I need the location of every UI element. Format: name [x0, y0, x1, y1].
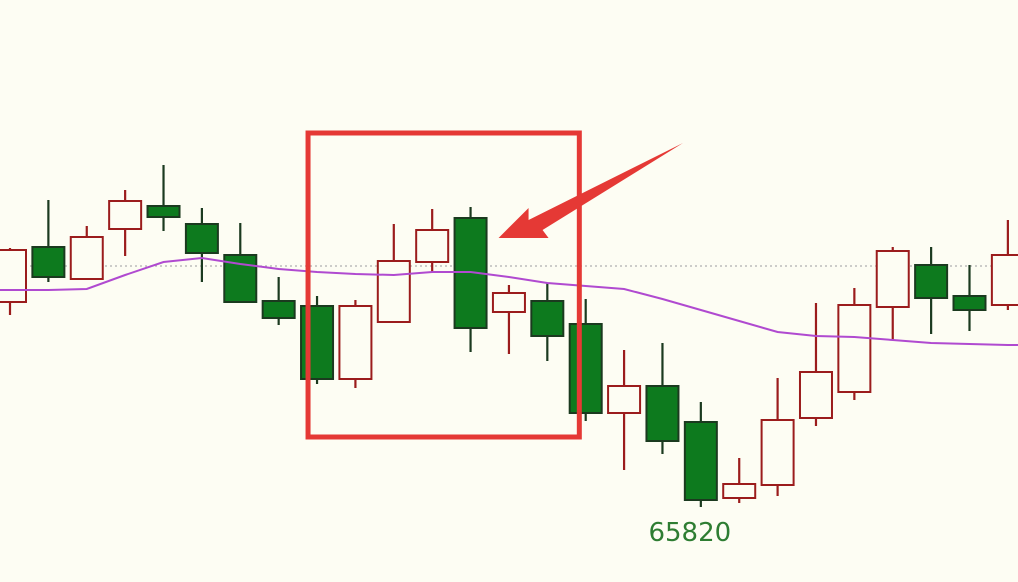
- candle-up: [607, 350, 642, 470]
- candle-up: [760, 378, 795, 496]
- candle-down: [261, 277, 296, 325]
- candle-body: [108, 200, 143, 230]
- low-price-label: 65820: [648, 518, 731, 548]
- candle-up: [875, 247, 910, 340]
- candle-down: [31, 200, 66, 282]
- candle-up: [338, 300, 373, 388]
- candle-body: [760, 419, 795, 486]
- candle-body: [875, 250, 910, 308]
- candle-body: [338, 305, 373, 380]
- candle-body: [31, 246, 66, 278]
- candle-body: [530, 300, 565, 337]
- candle-body: [683, 421, 718, 501]
- highlight-box: [305, 130, 582, 440]
- candle-down: [645, 343, 680, 454]
- candle-down: [146, 165, 181, 231]
- candle-body: [261, 300, 296, 319]
- candle-down: [952, 265, 987, 331]
- candle-body: [376, 260, 411, 323]
- candle-body: [69, 236, 104, 280]
- candle-down: [683, 402, 718, 507]
- candle-up: [108, 190, 143, 256]
- candle-body: [0, 249, 27, 303]
- moving-average-line: [0, 256, 1018, 346]
- candle-up: [0, 248, 27, 315]
- candle-body: [837, 304, 872, 393]
- candle-down: [184, 208, 219, 282]
- candle-body: [415, 229, 450, 263]
- candle-up: [69, 226, 104, 280]
- candle-body: [568, 323, 603, 414]
- candle-up: [722, 458, 757, 503]
- candle-body: [491, 292, 526, 313]
- candle-body: [645, 385, 680, 442]
- candle-body: [146, 205, 181, 218]
- candle-body: [223, 254, 258, 303]
- candle-body: [798, 371, 833, 419]
- candle-body: [722, 483, 757, 499]
- candle-up: [990, 220, 1018, 310]
- candle-down: [914, 247, 949, 334]
- candles-group: [0, 165, 1018, 507]
- candle-down: [530, 283, 565, 361]
- candle-down: [223, 223, 258, 303]
- candle-body: [990, 254, 1018, 306]
- candle-up: [491, 285, 526, 354]
- candle-body: [952, 295, 987, 311]
- candle-up: [376, 224, 411, 323]
- candle-body: [607, 385, 642, 414]
- candle-body: [184, 223, 219, 254]
- candle-up: [415, 209, 450, 272]
- candle-up: [837, 288, 872, 400]
- red-arrow-annotation: [498, 143, 683, 238]
- candle-down: [568, 299, 603, 421]
- candle-up: [798, 303, 833, 426]
- candle-down: [453, 207, 488, 352]
- candle-body: [914, 264, 949, 299]
